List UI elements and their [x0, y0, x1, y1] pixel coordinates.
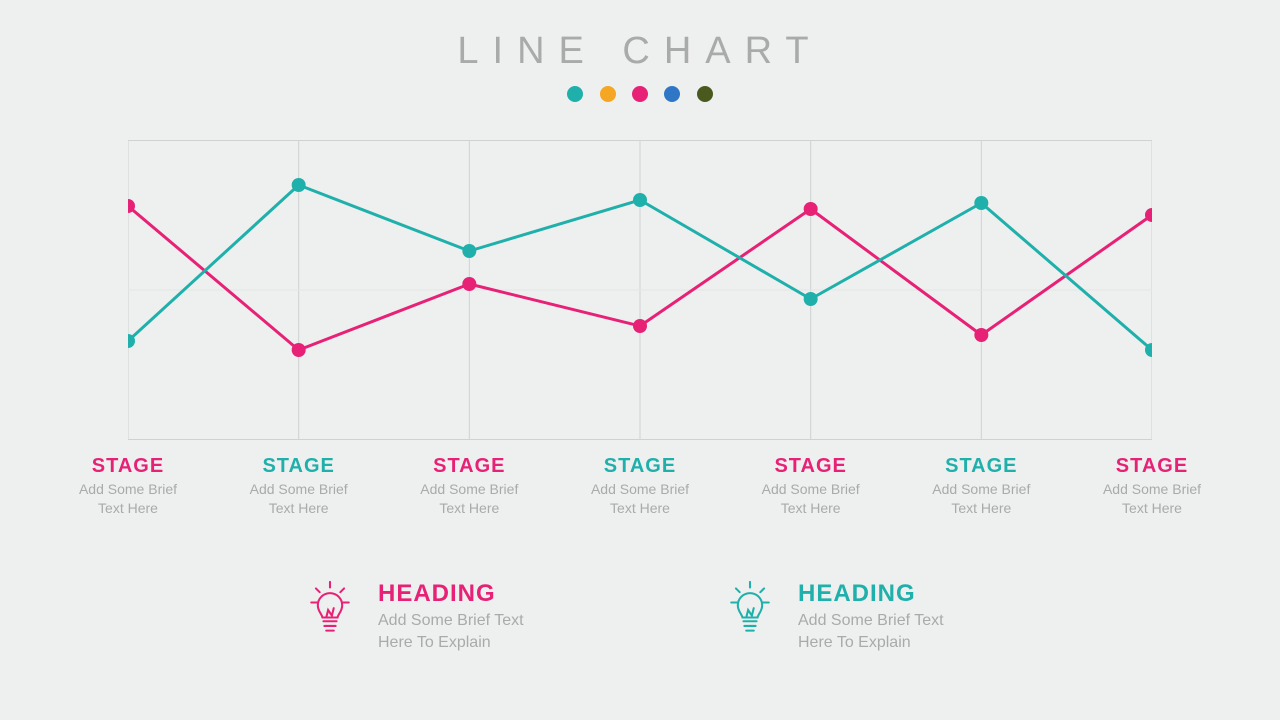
stage-title: STAGE	[396, 455, 542, 478]
stage-label: STAGEAdd Some BriefText Here	[1079, 455, 1225, 518]
stage-title: STAGE	[567, 455, 713, 478]
stage-title: STAGE	[738, 455, 884, 478]
series-teal-marker	[974, 196, 988, 210]
dot-orange	[600, 86, 616, 102]
stage-title: STAGE	[908, 455, 1054, 478]
footer-sub-2: Add Some Brief Text Here To Explain	[798, 610, 944, 655]
stage-label: STAGEAdd Some BriefText Here	[738, 455, 884, 518]
footer-heading-1: HEADING	[378, 580, 524, 608]
series-pink-marker	[633, 319, 647, 333]
dot-olive	[697, 86, 713, 102]
footer: HEADING Add Some Brief Text Here To Expl…	[0, 580, 1280, 690]
series-pink-marker	[292, 343, 306, 357]
page-title: LINE CHART	[0, 30, 1280, 73]
line-chart-svg	[128, 140, 1152, 440]
series-teal-marker	[462, 244, 476, 258]
stage-subtext: Add Some BriefText Here	[567, 480, 713, 518]
stage-label: STAGEAdd Some BriefText Here	[567, 455, 713, 518]
stage-label: STAGEAdd Some BriefText Here	[55, 455, 201, 518]
series-teal-marker	[804, 292, 818, 306]
dot-pink	[632, 86, 648, 102]
stage-label: STAGEAdd Some BriefText Here	[908, 455, 1054, 518]
stage-label: STAGEAdd Some BriefText Here	[226, 455, 372, 518]
line-chart	[128, 140, 1152, 440]
stage-subtext: Add Some BriefText Here	[1079, 480, 1225, 518]
stage-labels: STAGEAdd Some BriefText HereSTAGEAdd Som…	[128, 455, 1152, 545]
dot-blue	[664, 86, 680, 102]
lightbulb-icon	[720, 580, 780, 640]
stage-subtext: Add Some BriefText Here	[55, 480, 201, 518]
series-pink-marker	[804, 202, 818, 216]
stage-subtext: Add Some BriefText Here	[226, 480, 372, 518]
stage-title: STAGE	[1079, 455, 1225, 478]
series-pink-marker	[974, 328, 988, 342]
footer-block-2: HEADING Add Some Brief Text Here To Expl…	[720, 580, 944, 655]
series-teal-marker	[292, 178, 306, 192]
stage-subtext: Add Some BriefText Here	[908, 480, 1054, 518]
stage-title: STAGE	[55, 455, 201, 478]
series-teal-marker	[633, 193, 647, 207]
lightbulb-icon	[300, 580, 360, 640]
stage-title: STAGE	[226, 455, 372, 478]
footer-sub-1: Add Some Brief Text Here To Explain	[378, 610, 524, 655]
stage-subtext: Add Some BriefText Here	[738, 480, 884, 518]
header-dots	[0, 85, 1280, 103]
dot-teal	[567, 86, 583, 102]
series-pink-marker	[462, 277, 476, 291]
footer-block-1: HEADING Add Some Brief Text Here To Expl…	[300, 580, 524, 655]
footer-heading-2: HEADING	[798, 580, 944, 608]
stage-label: STAGEAdd Some BriefText Here	[396, 455, 542, 518]
stage-subtext: Add Some BriefText Here	[396, 480, 542, 518]
